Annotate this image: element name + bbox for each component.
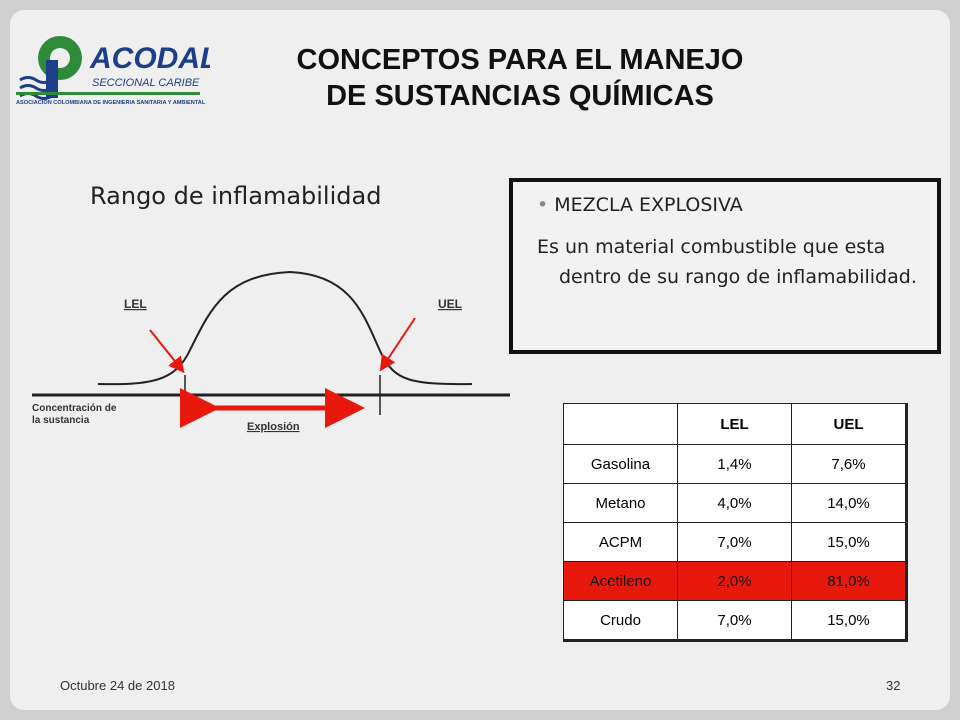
logo-rule [16, 92, 200, 95]
bullet-text: MEZCLA EXPLOSIVA [554, 194, 743, 216]
table-cell: 14,0% [791, 483, 907, 523]
logo: ACODAL SECCIONAL CARIBE ASOCIACION COLOM… [16, 36, 210, 106]
table-cell: 4,0% [677, 483, 792, 523]
table-row: Crudo 7,0% 15,0% [563, 600, 907, 641]
header-row: LEL UEL [563, 403, 907, 445]
title: CONCEPTOS PARA EL MANEJO DE SUSTANCIAS QU… [220, 42, 820, 114]
table-cell: 7,0% [677, 522, 792, 562]
page-number: 32 [886, 678, 901, 693]
definition: Es un material combustible que esta dent… [537, 236, 917, 288]
header-cell [563, 403, 678, 445]
table-cell: Acetileno [563, 561, 678, 601]
slide: ACODAL SECCIONAL CARIBE ASOCIACION COLOM… [10, 10, 950, 710]
logo-tagline: ASOCIACION COLOMBIANA DE INGENIERIA SANI… [16, 100, 206, 106]
axis-label: Concentración de [32, 403, 117, 414]
table-row: ACPM 7,0% 15,0% [563, 522, 907, 562]
header-cell: UEL [791, 403, 907, 445]
arrow [149, 329, 185, 374]
arrow [379, 317, 416, 372]
curve [97, 270, 473, 386]
table-row: Gasolina 1,4% 7,6% [563, 444, 907, 484]
table-row: Acetileno 2,0% 81,0% [563, 561, 907, 601]
axis-label: la sustancia [32, 415, 90, 426]
table-cell: 7,0% [677, 600, 792, 641]
table-cell: Gasolina [563, 444, 678, 484]
table-cell: 1,4% [677, 444, 792, 484]
table-cell: 15,0% [791, 600, 907, 641]
table-row: Metano 4,0% 14,0% [563, 483, 907, 523]
table-cell: 2,0% [677, 561, 792, 601]
lel-label: LEL [124, 297, 147, 311]
uel-label: UEL [438, 297, 462, 311]
definition-box: • MEZCLA EXPLOSIVA Es un material combus… [509, 178, 941, 354]
table: LEL UEL Gasolina 1,4% 7,6% Metano 4,0% 14,0% ACP… [563, 403, 908, 642]
table-cell: Metano [563, 483, 678, 523]
table-cell: 15,0% [791, 522, 907, 562]
logo-subtitle: SECCIONAL CARIBE [92, 77, 200, 89]
title-line: CONCEPTOS PARA EL MANEJO [296, 44, 744, 76]
header-cell: LEL [677, 403, 792, 445]
bullet: • MEZCLA EXPLOSIVA [537, 194, 743, 216]
logo-name: ACODAL [89, 42, 210, 75]
table-cell: Crudo [563, 600, 678, 641]
range-label: Explosión [247, 421, 300, 433]
footer-date: Octubre 24 de 2018 [60, 678, 175, 693]
diagram: LEL UEL Concentración de la sustancia Ex… [32, 270, 510, 433]
table-cell: 7,6% [791, 444, 907, 484]
title-line: DE SUSTANCIAS QUÍMICAS [326, 80, 714, 112]
heading: Rango de inflamabilidad [90, 182, 382, 210]
table-cell: 81,0% [791, 561, 907, 601]
table-cell: ACPM [563, 522, 678, 562]
